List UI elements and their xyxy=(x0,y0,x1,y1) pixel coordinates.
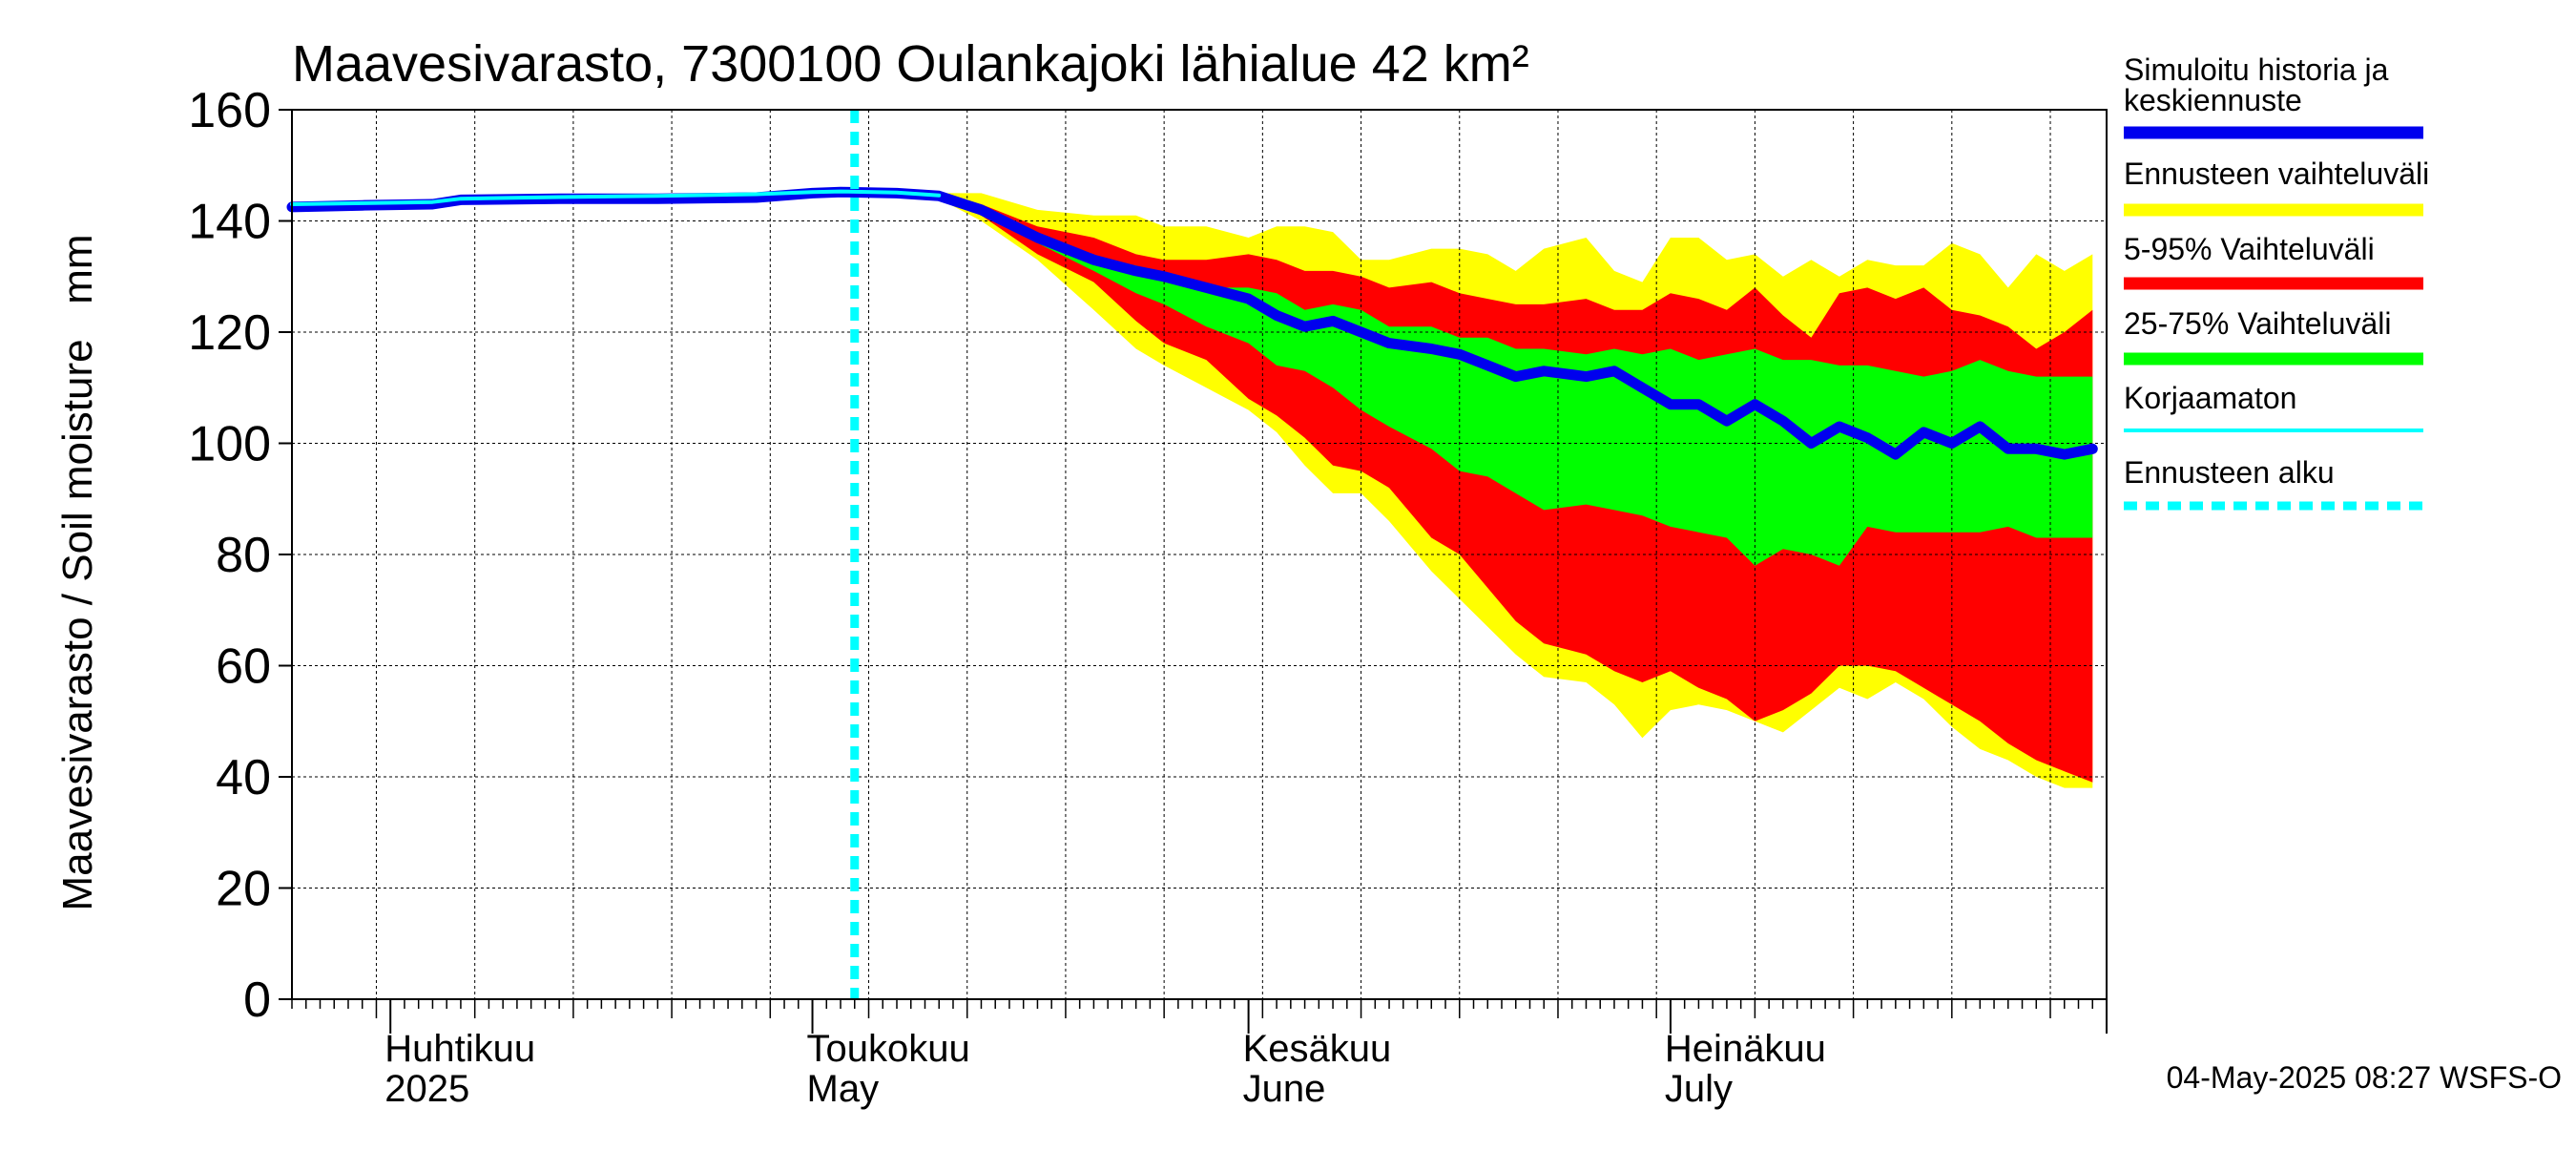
x-month-label-en: 2025 xyxy=(384,1068,469,1110)
lines-layer xyxy=(286,110,2098,999)
y-tick-label: 120 xyxy=(188,305,271,361)
legend-label: keskiennuste xyxy=(2124,83,2302,117)
x-month-label-fi: Toukokuu xyxy=(807,1028,970,1070)
y-tick-label: 60 xyxy=(216,639,271,695)
x-month-label-en: July xyxy=(1665,1068,1733,1110)
legend-label: Simuloitu historia ja xyxy=(2124,52,2389,87)
y-tick-label: 40 xyxy=(216,750,271,805)
y-tick-label: 160 xyxy=(188,83,271,138)
chart-title: Maavesivarasto, 7300100 Oulankajoki lähi… xyxy=(292,35,1529,93)
y-axis-label: Maavesivarasto / Soil moisture mm xyxy=(54,234,101,910)
legend-item: Ennusteen vaihteluväli xyxy=(2124,157,2429,217)
timestamp: 04-May-2025 08:27 WSFS-O xyxy=(2167,1060,2562,1095)
legend-item: 25-75% Vaihteluväli xyxy=(2124,306,2423,366)
legend-label: Korjaamaton xyxy=(2124,381,2296,415)
y-tick-label: 80 xyxy=(216,528,271,583)
x-month-label-fi: Kesäkuu xyxy=(1243,1028,1392,1070)
bands-layer xyxy=(939,193,2093,788)
legend-label: 25-75% Vaihteluväli xyxy=(2124,306,2391,341)
legend-item: Ennusteen alku xyxy=(2124,455,2423,511)
y-tick-label: 140 xyxy=(188,195,271,250)
y-tick-label: 0 xyxy=(243,972,271,1028)
legend-item: Korjaamaton xyxy=(2124,381,2423,432)
legend-label: Ennusteen alku xyxy=(2124,455,2335,490)
uncorrected-line xyxy=(290,189,942,206)
x-month-label-fi: Heinäkuu xyxy=(1665,1028,1826,1070)
grid-layer xyxy=(292,110,2107,999)
x-month-label-fi: Huhtikuu xyxy=(384,1028,535,1070)
x-month-label-en: June xyxy=(1243,1068,1326,1110)
y-tick-label: 100 xyxy=(188,417,271,472)
x-month-label-en: May xyxy=(807,1068,880,1110)
y-tick-label: 20 xyxy=(216,862,271,917)
legend-label: 5-95% Vaihteluväli xyxy=(2124,232,2375,266)
legend-item: 5-95% Vaihteluväli xyxy=(2124,232,2423,290)
legend-label: Ennusteen vaihteluväli xyxy=(2124,157,2429,191)
